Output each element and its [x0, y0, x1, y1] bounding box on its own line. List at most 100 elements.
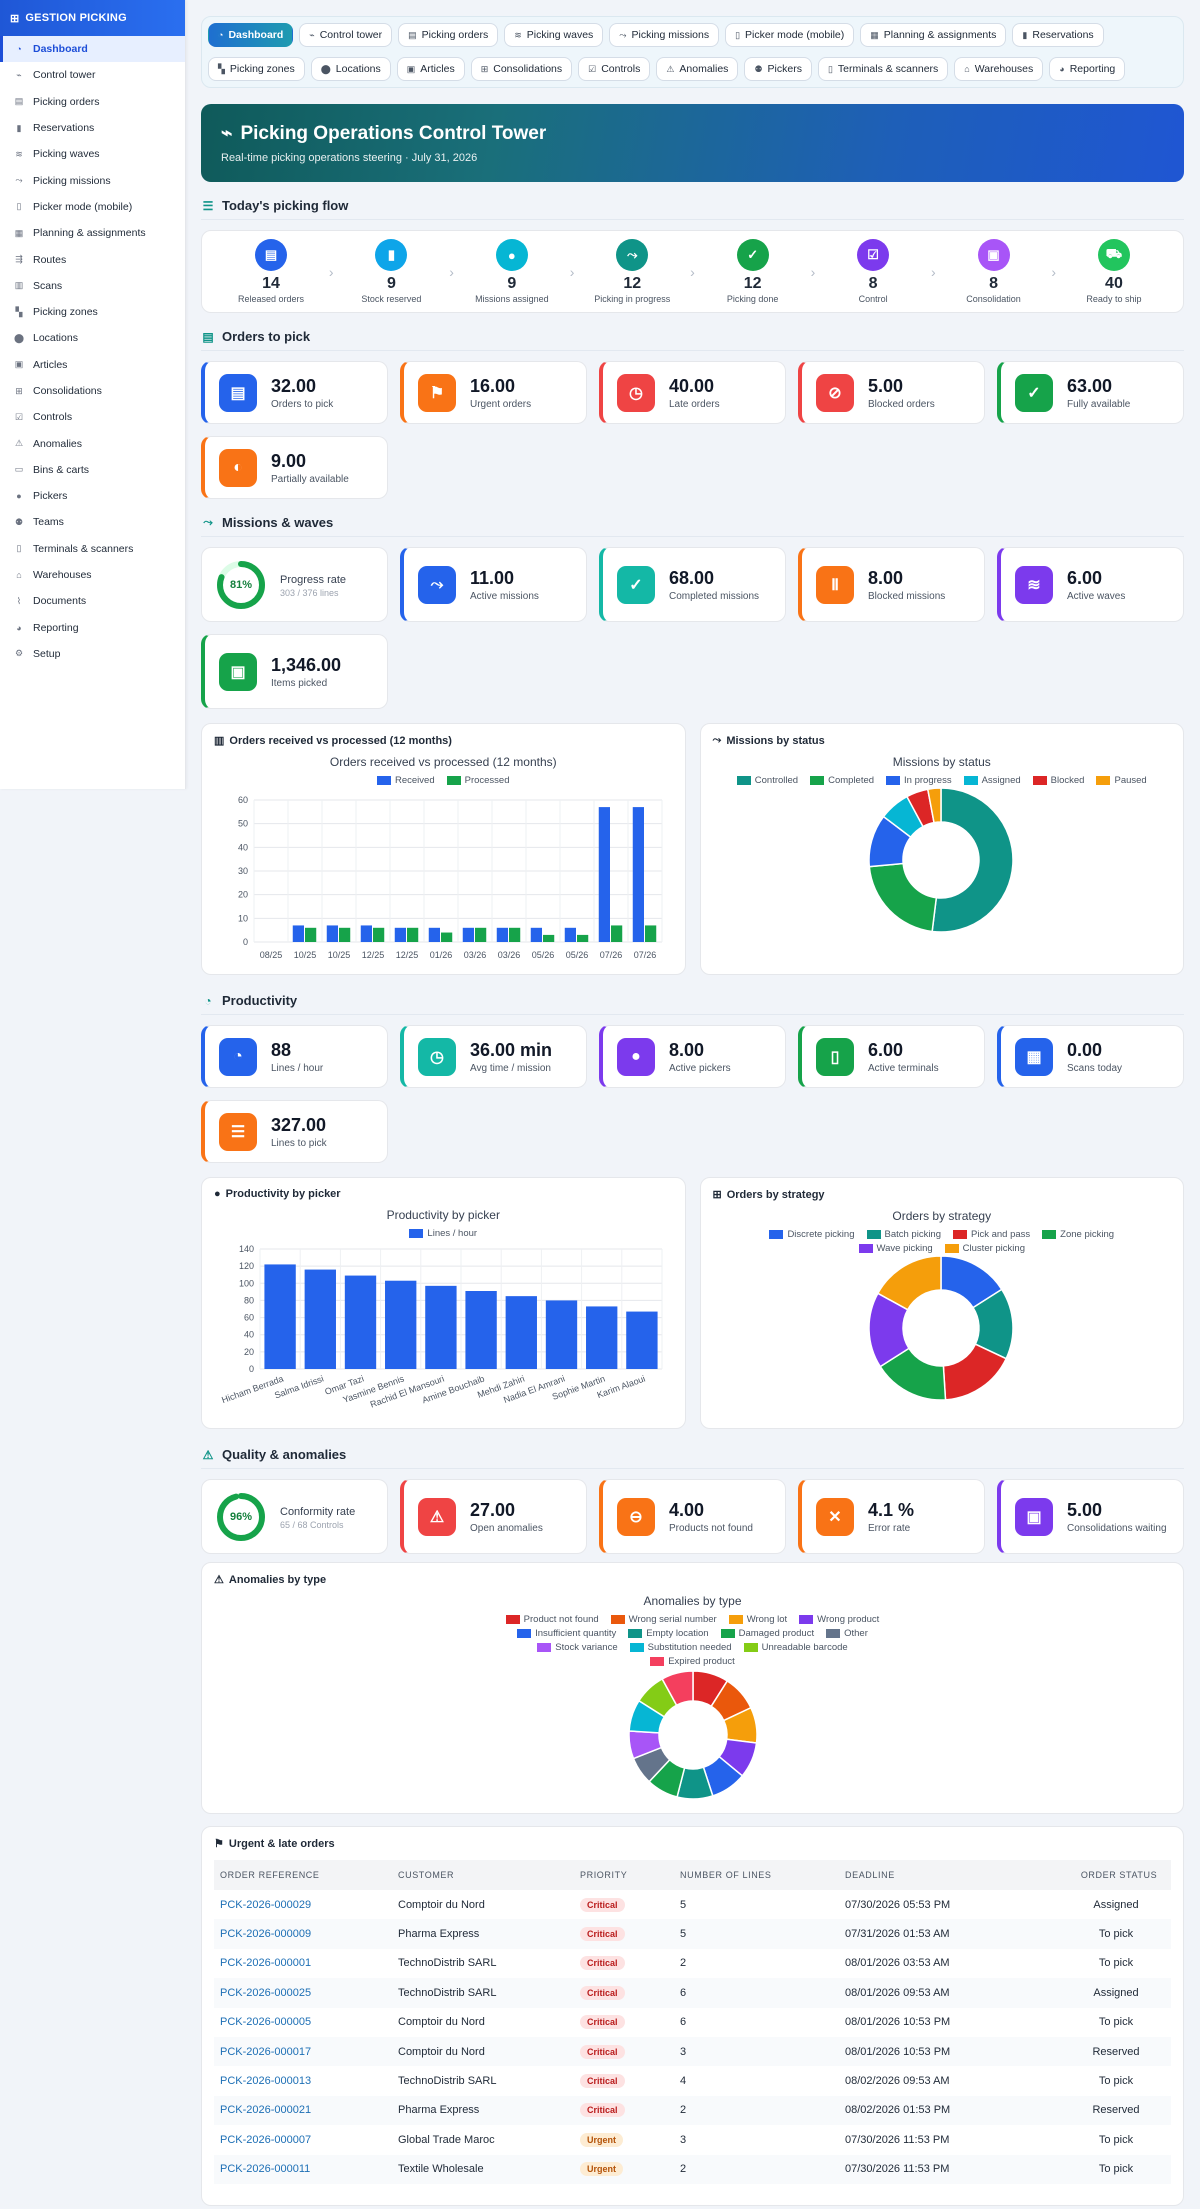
column-header-order-status[interactable]: ORDER STATUS: [1061, 1860, 1171, 1890]
legend-entry-substitution-needed[interactable]: Substitution needed: [629, 1642, 732, 1653]
sidebar-item-pickers[interactable]: ● Pickers: [0, 483, 185, 509]
sidebar-item-scans[interactable]: ▥ Scans: [0, 273, 185, 299]
sidebar-item-label: Reservations: [33, 122, 95, 135]
tab-controls[interactable]: ☑ Controls: [578, 57, 651, 81]
sidebar-item-controls[interactable]: ☑ Controls: [0, 404, 185, 430]
column-header-customer[interactable]: CUSTOMER: [392, 1860, 574, 1890]
flow-step-value: 8: [989, 275, 998, 292]
table-row[interactable]: PCK-2026-000011 Textile Wholesale Urgent 2 0…: [214, 2154, 1171, 2184]
tab-control-tower[interactable]: ⌁ Control tower: [299, 23, 393, 47]
table-row[interactable]: PCK-2026-000025 TechnoDistrib SARL Critica…: [214, 1978, 1171, 2008]
legend-entry-batch-picking[interactable]: Batch picking: [866, 1229, 941, 1240]
tab-picker-mode-mobile[interactable]: ▯ Picker mode (mobile): [725, 23, 855, 47]
sidebar-item-dashboard[interactable]: ◔ Dashboard: [0, 36, 185, 63]
legend-entry-wrong-serial-number[interactable]: Wrong serial number: [610, 1614, 717, 1625]
table-row[interactable]: PCK-2026-000017 Comptoir du Nord Critical 3…: [214, 2036, 1171, 2067]
legend-entry-wrong-product[interactable]: Wrong product: [799, 1614, 879, 1625]
section-flow-title: ☰ Today's picking flow: [201, 198, 1184, 220]
tab-reservations[interactable]: ▮ Reservations: [1012, 23, 1104, 47]
table-row[interactable]: PCK-2026-000001 TechnoDistrib SARL Critica…: [214, 1949, 1171, 1978]
order-ref-link[interactable]: PCK-2026-000025: [220, 1986, 312, 1999]
legend-entry-assigned[interactable]: Assigned: [963, 775, 1021, 786]
sidebar-item-bins-carts[interactable]: ▭ Bins & carts: [0, 457, 185, 483]
tab-terminals-scanners[interactable]: ▯ Terminals & scanners: [817, 57, 949, 81]
legend-entry-controlled[interactable]: Controlled: [736, 775, 798, 786]
column-header-deadline[interactable]: DEADLINE: [839, 1860, 1061, 1890]
legend-entry-empty-location[interactable]: Empty location: [628, 1628, 709, 1639]
tab-planning-assignments[interactable]: ▦ Planning & assignments: [860, 23, 1007, 47]
column-header-order-reference[interactable]: ORDER REFERENCE: [214, 1860, 392, 1890]
legend-entry-cluster-picking[interactable]: Cluster picking: [944, 1243, 1025, 1254]
sidebar-item-planning-assignments[interactable]: ▦ Planning & assignments: [0, 220, 185, 246]
legend-entry-wrong-lot[interactable]: Wrong lot: [728, 1614, 787, 1625]
legend-entry-blocked[interactable]: Blocked: [1032, 775, 1084, 786]
legend-entry-completed[interactable]: Completed: [810, 775, 874, 786]
table-row[interactable]: PCK-2026-000029 Comptoir du Nord Critical 5…: [214, 1890, 1171, 1919]
order-ref-link[interactable]: PCK-2026-000001: [220, 1957, 312, 1970]
tab-articles[interactable]: ▣ Articles: [396, 57, 465, 81]
legend-entry-zone-picking[interactable]: Zone picking: [1042, 1229, 1114, 1240]
tab-anomalies[interactable]: ⚠ Anomalies: [656, 57, 739, 81]
sidebar-item-picking-orders[interactable]: ▤ Picking orders: [0, 89, 185, 115]
legend-entry-lines-hour[interactable]: Lines / hour: [409, 1228, 477, 1239]
sidebar-item-warehouses[interactable]: ⌂ Warehouses: [0, 562, 185, 588]
tab-picking-waves[interactable]: ≋ Picking waves: [504, 23, 604, 47]
legend-entry-wave-picking[interactable]: Wave picking: [858, 1243, 933, 1254]
legend-entry-stock-variance[interactable]: Stock variance: [537, 1642, 618, 1653]
sidebar-item-anomalies[interactable]: ⚠ Anomalies: [0, 430, 185, 456]
sidebar-item-reservations[interactable]: ▮ Reservations: [0, 115, 185, 141]
legend-entry-expired-product[interactable]: Expired product: [650, 1656, 735, 1667]
order-ref-link[interactable]: PCK-2026-000011: [220, 2163, 311, 2176]
column-header-priority[interactable]: PRIORITY: [574, 1860, 674, 1890]
legend-entry-product-not-found[interactable]: Product not found: [505, 1614, 599, 1625]
sidebar-item-picking-missions[interactable]: ⤳ Picking missions: [0, 167, 185, 193]
order-ref-link[interactable]: PCK-2026-000005: [220, 2016, 312, 2029]
legend-entry-in-progress[interactable]: In progress: [886, 775, 952, 786]
sidebar-item-terminals-scanners[interactable]: ▯ Terminals & scanners: [0, 536, 185, 562]
sidebar-item-consolidations[interactable]: ⊞ Consolidations: [0, 378, 185, 404]
table-row[interactable]: PCK-2026-000007 Global Trade Maroc Urgent 3…: [214, 2125, 1171, 2154]
sidebar-item-teams[interactable]: ⚉ Teams: [0, 509, 185, 535]
sidebar-item-documents[interactable]: ⌇ Documents: [0, 588, 185, 614]
tab-dashboard[interactable]: ◔ Dashboard: [208, 23, 294, 47]
legend-entry-paused[interactable]: Paused: [1096, 775, 1147, 786]
sidebar-item-reporting[interactable]: ◕ Reporting: [0, 615, 185, 641]
tab-warehouses[interactable]: ⌂ Warehouses: [954, 57, 1044, 81]
sidebar-item-picking-waves[interactable]: ≋ Picking waves: [0, 141, 185, 167]
tab-picking-zones[interactable]: ▚ Picking zones: [208, 57, 305, 81]
order-ref-link[interactable]: PCK-2026-000021: [220, 2104, 312, 2117]
sidebar-item-picker-mode-mobile[interactable]: ▯ Picker mode (mobile): [0, 194, 185, 220]
order-ref-link[interactable]: PCK-2026-000013: [220, 2075, 312, 2088]
order-ref-link[interactable]: PCK-2026-000017: [220, 2045, 312, 2058]
legend-entry-pick-and-pass[interactable]: Pick and pass: [953, 1229, 1030, 1240]
sidebar-item-control-tower[interactable]: ⌁ Control tower: [0, 62, 185, 88]
legend-entry-damaged-product[interactable]: Damaged product: [720, 1628, 814, 1639]
main-content: ◔ Dashboard ⌁ Control tower ▤ Picking orders ≋…: [201, 16, 1184, 2206]
table-row[interactable]: PCK-2026-000005 Comptoir du Nord Critical 6…: [214, 2008, 1171, 2037]
order-ref-link[interactable]: PCK-2026-000029: [220, 1898, 312, 1911]
tab-reporting[interactable]: ◕ Reporting: [1049, 57, 1126, 81]
sidebar-item-picking-zones[interactable]: ▚ Picking zones: [0, 299, 185, 325]
table-row[interactable]: PCK-2026-000013 TechnoDistrib SARL Critica…: [214, 2066, 1171, 2095]
legend-entry-unreadable-barcode[interactable]: Unreadable barcode: [743, 1642, 848, 1653]
table-row[interactable]: PCK-2026-000021 Pharma Express Critical 2 08…: [214, 2095, 1171, 2126]
legend-entry-received[interactable]: Received: [377, 775, 435, 786]
sidebar-item-articles[interactable]: ▣ Articles: [0, 352, 185, 378]
sidebar-item-routes[interactable]: ⇶ Routes: [0, 246, 185, 272]
legend-entry-insufficient-quantity[interactable]: Insufficient quantity: [517, 1628, 616, 1639]
tab-pickers[interactable]: ⚉ Pickers: [744, 57, 812, 81]
legend-entry-other[interactable]: Other: [826, 1628, 868, 1639]
order-ref-link[interactable]: PCK-2026-000007: [220, 2133, 312, 2146]
tab-consolidations[interactable]: ⊞ Consolidations: [470, 57, 573, 81]
order-ref-link[interactable]: PCK-2026-000009: [220, 1928, 312, 1941]
brand[interactable]: ⊞ GESTION PICKING: [0, 0, 185, 36]
tab-picking-missions[interactable]: ⤳ Picking missions: [609, 23, 720, 47]
legend-entry-processed[interactable]: Processed: [446, 775, 510, 786]
tab-picking-orders[interactable]: ▤ Picking orders: [398, 23, 499, 47]
column-header-number-of-lines[interactable]: NUMBER OF LINES: [674, 1860, 839, 1890]
legend-entry-discrete-picking[interactable]: Discrete picking: [769, 1229, 855, 1240]
sidebar-item-locations[interactable]: ⬤ Locations: [0, 325, 185, 351]
table-row[interactable]: PCK-2026-000009 Pharma Express Critical 5 07…: [214, 1919, 1171, 1949]
tab-locations[interactable]: ⬤ Locations: [310, 57, 391, 81]
sidebar-item-setup[interactable]: ⚙ Setup: [0, 641, 185, 667]
